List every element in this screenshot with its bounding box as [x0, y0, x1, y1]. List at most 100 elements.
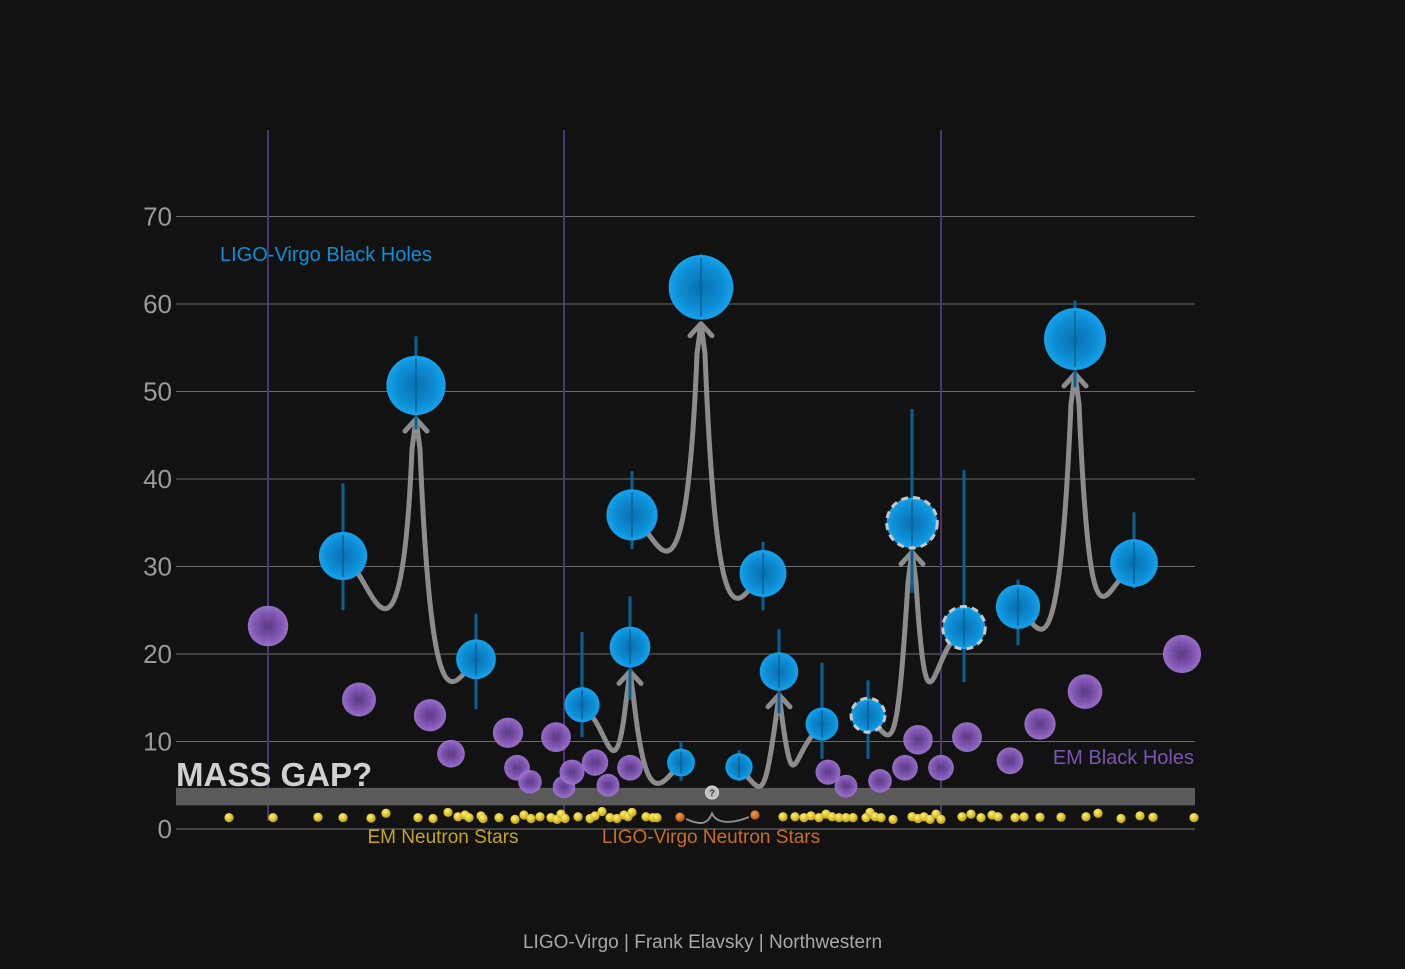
em-neutron-star: [993, 812, 1003, 822]
em-neutron-star: [848, 813, 858, 823]
ligo-black-holes: [318, 254, 1158, 781]
em-neutron-star: [806, 811, 816, 821]
em-black-hole: [1024, 708, 1056, 740]
em-neutron-star: [535, 812, 545, 822]
em-black-hole: [617, 754, 643, 781]
y-tick-label: 30: [143, 552, 172, 582]
em-neutron-star: [834, 813, 844, 823]
em-black-holes: [247, 605, 1202, 799]
em-neutron-star: [366, 813, 376, 823]
unknown-remnant-mark: ?: [709, 788, 715, 798]
em-neutron-star: [1081, 812, 1091, 822]
em-black-hole: [518, 770, 542, 794]
em-neutron-star: [976, 813, 986, 823]
em-neutron-star: [925, 814, 935, 824]
y-axis: 0 10 20 30 40 50 60 70: [143, 202, 172, 845]
em-neutron-star: [936, 814, 946, 824]
em-neutron-star: [1116, 813, 1126, 824]
em-black-hole: [413, 699, 447, 732]
em-black-hole: [952, 722, 982, 753]
merger-arrows: [354, 321, 1123, 789]
em-black-hole: [581, 749, 609, 776]
em-neutron-star: [605, 813, 615, 823]
em-black-hole: [868, 769, 892, 793]
em-black-hole: [1162, 634, 1202, 674]
merger-arrowhead: [687, 321, 715, 339]
em-neutron-star: [790, 812, 800, 822]
merger-arrow: [354, 416, 467, 685]
em-black-hole: [437, 739, 465, 768]
ns-merger-arrow: [685, 810, 750, 825]
em-black-hole: [834, 774, 858, 798]
em-black-hole: [928, 754, 954, 781]
em-neutron-star: [1148, 812, 1158, 822]
em-neutron-star: [268, 813, 278, 823]
ligo-bh-uncertain-outline: [941, 604, 987, 651]
em-neutron-star: [1035, 812, 1045, 822]
em-neutron-star: [464, 813, 474, 823]
em-neutron-star: [381, 808, 391, 818]
em-neutron-star: [494, 813, 504, 823]
em-neutron-star: [1093, 808, 1103, 818]
em-neutron-star: [560, 813, 570, 824]
em-neutron-star: [612, 813, 622, 824]
em-neutron-star: [652, 813, 662, 823]
label-em-black-holes: EM Black Holes: [1053, 747, 1194, 769]
em-neutron-star: [519, 810, 529, 820]
em-neutron-star: [1135, 811, 1145, 821]
em-neutron-star: [957, 812, 967, 822]
em-black-hole: [342, 682, 376, 717]
em-neutron-star: [597, 806, 607, 817]
y-tick-label: 10: [143, 727, 172, 757]
em-neutron-star: [799, 813, 809, 823]
ligo-bh-uncertain-outline: [849, 696, 887, 734]
y-tick-label: 50: [143, 377, 172, 407]
em-neutron-star: [1056, 812, 1066, 822]
em-neutron-star: [413, 813, 423, 823]
label-ligo-neutron-stars: LIGO-Virgo Neutron Stars: [602, 827, 820, 848]
mass-gap-label: MASS GAP?: [176, 756, 372, 793]
y-tick-label: 70: [143, 202, 172, 232]
em-black-hole: [492, 717, 524, 748]
em-neutron-star: [224, 813, 234, 823]
em-neutron-star: [1010, 813, 1020, 823]
em-black-hole: [996, 747, 1024, 775]
em-black-hole: [596, 773, 620, 797]
em-black-hole: [559, 759, 585, 785]
em-neutron-star: [627, 807, 637, 817]
em-neutron-star: [1019, 812, 1029, 822]
em-neutron-star: [453, 812, 463, 822]
em-neutron-star: [573, 812, 583, 822]
em-black-hole-error-bars: [267, 130, 942, 821]
em-black-hole: [247, 605, 289, 647]
em-neutron-star: [966, 809, 976, 819]
em-neutron-star: [1189, 813, 1199, 823]
merger-arrow: [744, 692, 815, 789]
ligo-bh-uncertain-outline: [885, 495, 939, 550]
em-neutron-star: [841, 813, 851, 823]
em-neutron-star: [510, 814, 520, 824]
unknown-remnant-icon: [705, 785, 719, 800]
y-tick-label: 60: [143, 289, 172, 319]
em-neutron-star: [888, 814, 898, 824]
em-black-hole: [903, 725, 933, 755]
em-neutron-star: [641, 812, 651, 822]
neutron-stars: ?: [224, 785, 1199, 825]
em-neutron-star: [478, 813, 488, 824]
em-black-hole: [892, 754, 918, 781]
credit-line: LIGO-Virgo | Frank Elavsky | Northwester…: [522, 932, 883, 953]
em-black-hole: [815, 759, 841, 785]
merger-arrow: [1028, 371, 1123, 632]
em-neutron-star: [428, 813, 438, 824]
y-tick-label: 40: [143, 464, 172, 494]
em-black-hole: [1067, 674, 1103, 709]
em-neutron-star: [876, 813, 886, 823]
mass-gap-band: [176, 787, 1195, 806]
ligo-neutron-star: [750, 810, 760, 820]
merger-arrow: [875, 549, 954, 738]
em-neutron-star: [814, 813, 824, 823]
em-neutron-star: [778, 812, 788, 822]
merger-arrow: [644, 321, 752, 601]
y-tick-label: 0: [158, 814, 172, 844]
